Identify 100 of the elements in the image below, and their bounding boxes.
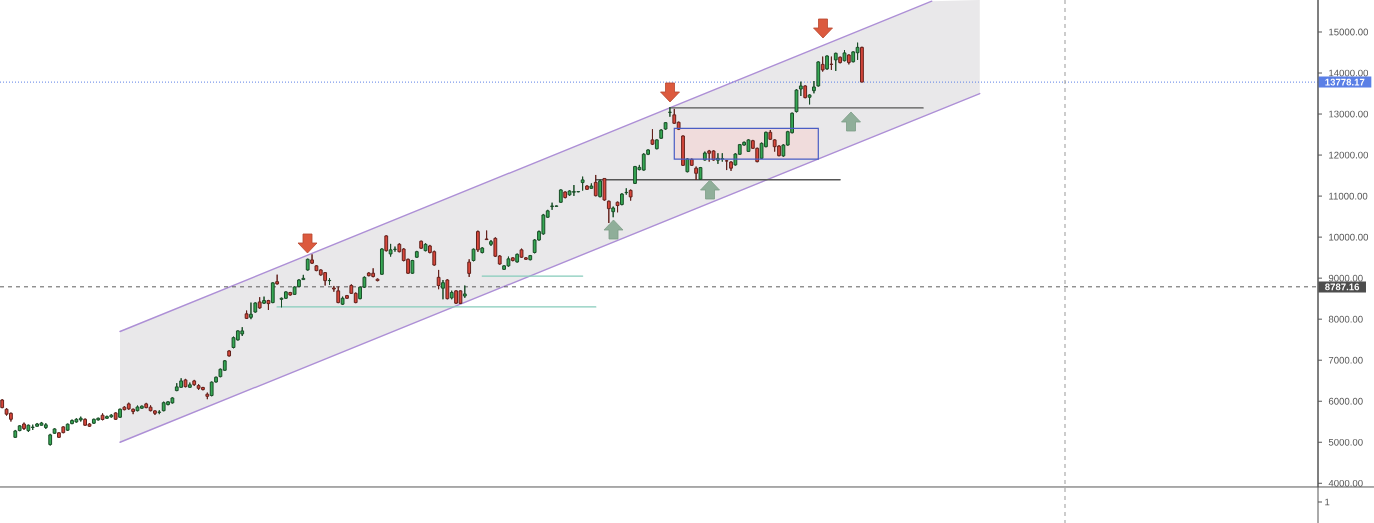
candlestick xyxy=(436,269,441,290)
candlestick xyxy=(641,152,646,172)
candlestick xyxy=(580,176,585,192)
candlestick xyxy=(148,404,153,412)
candlestick xyxy=(519,248,524,259)
candlestick xyxy=(825,54,829,71)
candlestick xyxy=(371,267,376,278)
candlestick xyxy=(615,201,620,213)
candlestick xyxy=(606,200,611,224)
y-tick-label: 12000.00 xyxy=(1329,151,1369,159)
y-tick-label: 8000.00 xyxy=(1328,315,1363,323)
candlestick xyxy=(323,271,328,287)
candlestick xyxy=(131,408,136,415)
candlestick xyxy=(803,84,808,99)
candlestick xyxy=(118,408,122,419)
y-tick-label: 7000.00 xyxy=(1328,356,1363,364)
candlestick xyxy=(305,258,310,272)
candlestick xyxy=(187,382,192,389)
candlestick xyxy=(240,326,245,337)
candlestick xyxy=(153,409,157,416)
candlestick xyxy=(52,427,57,435)
candlestick xyxy=(449,290,454,300)
candlestick xyxy=(681,134,685,167)
candlestick xyxy=(170,396,175,404)
candlestick xyxy=(183,378,188,388)
y-tick-label: 6000.00 xyxy=(1328,397,1363,405)
candlestick xyxy=(157,409,162,415)
ref-line-label: 8787.16 xyxy=(1325,283,1360,291)
candlestick xyxy=(78,416,83,423)
candlestick xyxy=(820,56,825,73)
candlestick xyxy=(462,285,467,299)
candlestick xyxy=(227,349,232,358)
y-tick-label: 13000.00 xyxy=(1329,110,1369,118)
candlestick xyxy=(174,382,179,392)
candlestick xyxy=(0,398,5,409)
candlestick xyxy=(458,289,463,305)
text: 1 xyxy=(1325,498,1330,506)
candlestick xyxy=(838,56,843,64)
candlestick xyxy=(39,421,44,427)
candlestick xyxy=(109,413,114,419)
candlestick xyxy=(65,423,70,432)
candlestick xyxy=(126,402,131,411)
y-tick-label: 10000.00 xyxy=(1329,233,1369,241)
candlestick xyxy=(135,405,140,412)
candlestick xyxy=(694,166,698,181)
candlestick xyxy=(729,160,733,172)
candlestick xyxy=(105,415,109,420)
candlestick xyxy=(74,417,79,424)
candlestick xyxy=(423,242,428,252)
candlestick xyxy=(711,149,716,162)
candlestick xyxy=(91,418,96,425)
candlestick xyxy=(654,138,659,150)
candlestick xyxy=(633,165,637,185)
candlestick xyxy=(388,243,393,258)
candlestick xyxy=(83,417,88,427)
candlestick xyxy=(70,419,74,425)
y-tick-label: 4000.00 xyxy=(1328,479,1363,487)
candlestick xyxy=(414,250,419,259)
candlestick xyxy=(314,264,319,272)
candlestick xyxy=(628,189,633,202)
candlestick xyxy=(724,159,729,171)
candlestick xyxy=(201,386,205,391)
candlestick xyxy=(611,206,616,218)
y-tick-label: 14000.00 xyxy=(1329,69,1369,77)
candlestick xyxy=(179,377,184,389)
candlestick xyxy=(489,239,493,247)
candlestick xyxy=(244,310,249,320)
candlestick xyxy=(558,188,563,204)
ref-line-label: 13778.17 xyxy=(1325,78,1365,86)
y-tick-label: 15000.00 xyxy=(1329,28,1369,36)
candlestick xyxy=(161,401,166,412)
candlestick xyxy=(345,294,349,300)
candlestick xyxy=(209,381,214,397)
candlestick xyxy=(685,157,690,173)
candlestick xyxy=(829,56,834,71)
candlestick xyxy=(30,424,35,431)
candlestick xyxy=(510,256,515,262)
candlestick xyxy=(467,258,472,278)
candlestick xyxy=(144,402,149,409)
candlestick xyxy=(122,405,127,411)
candlestick xyxy=(441,279,445,300)
candlestick xyxy=(515,253,520,264)
candlestick xyxy=(860,46,864,83)
candlestick xyxy=(720,152,725,163)
candlestick xyxy=(620,192,624,206)
candlestick xyxy=(48,433,53,447)
y-tick-label: 9000.00 xyxy=(1328,274,1363,282)
candlestick xyxy=(196,383,201,391)
y-tick-label: 5000.00 xyxy=(1328,438,1363,446)
candlestick xyxy=(471,248,476,262)
candlestick xyxy=(13,429,18,439)
candlestick xyxy=(340,296,345,306)
candlestick xyxy=(43,422,48,430)
candlestick xyxy=(668,106,672,118)
candlestick xyxy=(100,412,105,421)
candlestick xyxy=(602,177,607,202)
candlestick xyxy=(61,425,66,434)
candlestick xyxy=(650,128,655,146)
candlestick xyxy=(393,246,397,253)
candlestick xyxy=(336,286,341,304)
